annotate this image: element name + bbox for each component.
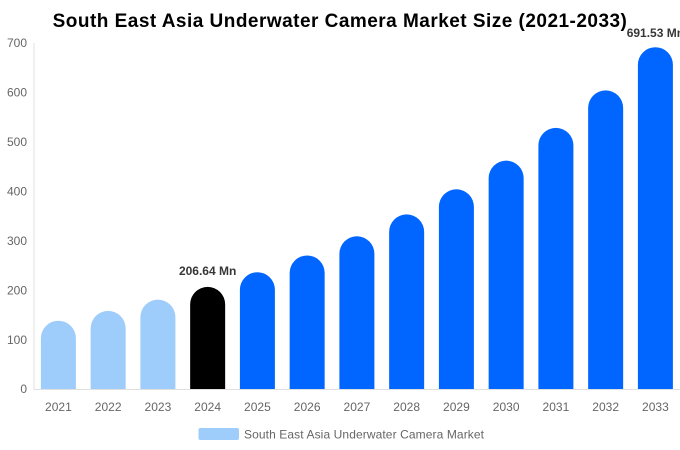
svg-text:206.64 Mn: 206.64 Mn bbox=[179, 264, 236, 278]
svg-text:600: 600 bbox=[7, 86, 27, 100]
svg-text:2021: 2021 bbox=[45, 400, 72, 414]
svg-text:400: 400 bbox=[7, 184, 27, 198]
svg-text:100: 100 bbox=[7, 333, 27, 347]
svg-text:700: 700 bbox=[7, 36, 27, 50]
svg-text:500: 500 bbox=[7, 135, 27, 149]
svg-text:300: 300 bbox=[7, 234, 27, 248]
svg-text:691.53 Mn: 691.53 Mn bbox=[627, 26, 680, 40]
svg-text:South East Asia Underwater Cam: South East Asia Underwater Camera Market bbox=[244, 427, 485, 441]
svg-text:0: 0 bbox=[20, 382, 27, 396]
svg-text:2030: 2030 bbox=[493, 400, 520, 414]
svg-text:South East Asia Underwater Cam: South East Asia Underwater Camera Market… bbox=[53, 11, 628, 32]
svg-text:2029: 2029 bbox=[443, 400, 470, 414]
svg-text:2026: 2026 bbox=[294, 400, 321, 414]
svg-text:2023: 2023 bbox=[145, 400, 172, 414]
svg-text:2024: 2024 bbox=[194, 400, 221, 414]
svg-text:200: 200 bbox=[7, 283, 27, 297]
svg-text:2027: 2027 bbox=[344, 400, 371, 414]
svg-text:2031: 2031 bbox=[543, 400, 570, 414]
svg-text:2033: 2033 bbox=[642, 400, 669, 414]
svg-text:2028: 2028 bbox=[393, 400, 420, 414]
svg-text:2022: 2022 bbox=[95, 400, 122, 414]
svg-text:2032: 2032 bbox=[592, 400, 619, 414]
svg-text:2025: 2025 bbox=[244, 400, 271, 414]
